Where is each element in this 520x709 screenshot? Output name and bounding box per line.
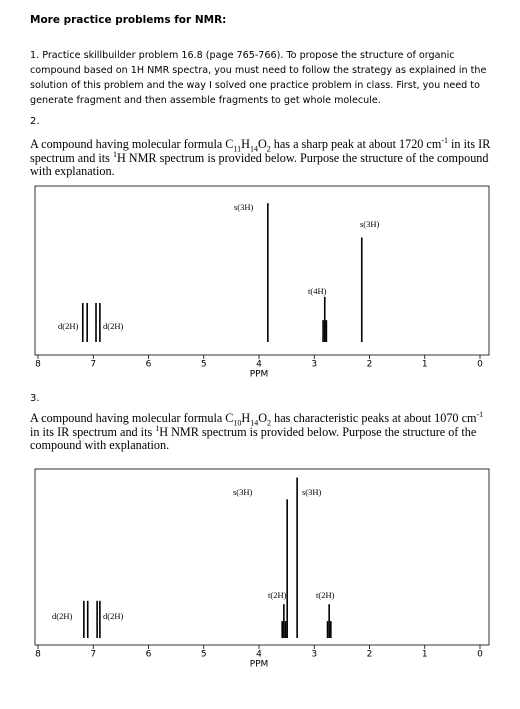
x-tick-label: 0 [477, 650, 483, 660]
x-tick-label: 0 [477, 360, 483, 370]
x-axis-label: PPM [250, 660, 269, 670]
peak-label: d(2H) [103, 321, 123, 331]
peak-label: t(2H) [268, 590, 287, 600]
text-segment: O [257, 137, 267, 151]
peak-label: t(4H) [308, 286, 327, 296]
text-segment: -1 [441, 135, 448, 145]
problem-text: A compound having molecular formula C11H… [30, 135, 492, 179]
text-segment: A compound having molecular formula C [30, 137, 234, 151]
text-segment: 1 [155, 423, 160, 433]
text-segment: H NMR spectrum is provided below. Purpos… [30, 150, 489, 179]
x-tick-label: 4 [256, 650, 262, 660]
plot-frame [34, 468, 490, 646]
problem-number: 2. [30, 116, 40, 127]
peak-label: s(3H) [302, 487, 322, 497]
peak-label: s(3H) [360, 219, 380, 229]
text-segment: 2 [267, 418, 272, 428]
x-tick-label: 5 [201, 360, 207, 370]
text-segment: H [241, 137, 250, 151]
peak-label: d(2H) [58, 321, 78, 331]
text-segment: H [241, 411, 251, 425]
x-tick-label: 4 [256, 360, 262, 370]
text-segment: -1 [476, 409, 484, 419]
x-tick-label: 7 [90, 650, 96, 660]
page-title: More practice problems for NMR: [30, 14, 227, 26]
peak-label: d(2H) [52, 611, 72, 621]
plot-frame [34, 185, 490, 356]
x-tick-label: 5 [201, 650, 207, 660]
text-segment: H NMR spectrum is provided below. Purpos… [30, 424, 477, 453]
text-segment: O [258, 411, 268, 425]
text-segment: in its IR spectrum and its [30, 137, 491, 165]
x-tick-label: 7 [90, 360, 96, 370]
peak-label: t(2H) [316, 590, 335, 600]
text-segment: 11 [233, 144, 242, 154]
x-tick-label: 3 [311, 650, 317, 660]
text-segment: 2 [266, 144, 271, 154]
x-tick-label: 8 [35, 360, 41, 370]
x-tick-label: 1 [422, 650, 428, 660]
nmr-spectrum: 8 7 6 5 4 3 2 1 0 PPM d(2H) d(2H) s(3H) s(3H) t(2H) t(2… [34, 468, 490, 670]
peak-label: s(3H) [234, 202, 254, 212]
x-tick-label: 6 [146, 360, 152, 370]
x-tick-label: 2 [367, 650, 373, 660]
text-segment: 10 [233, 418, 242, 428]
peak-label: d(2H) [103, 611, 123, 621]
x-tick-label: 1 [422, 360, 428, 370]
text-segment: A compound having molecular formula C [30, 411, 234, 425]
text-segment: 14 [250, 418, 259, 428]
problem-number: 3. [30, 393, 40, 404]
peak-label: s(3H) [233, 487, 253, 497]
text-segment: 14 [249, 144, 258, 154]
problem-text: A compound having molecular formula C10H… [30, 409, 492, 453]
x-axis-label: PPM [250, 370, 269, 380]
nmr-spectrum: 8 7 6 5 4 3 2 1 0 PPM d(2H) d(2H) s(3H) t(4H) s(3H) [34, 185, 490, 380]
text-segment: 1 [112, 149, 117, 159]
text-segment: has a sharp peak at about 1720 cm [270, 137, 442, 151]
problem-text: 1. Practice skillbuilder problem 16.8 (p… [30, 50, 487, 106]
text-segment: in its IR spectrum and its [30, 424, 156, 439]
x-tick-label: 8 [35, 650, 41, 660]
x-tick-label: 6 [146, 650, 152, 660]
x-tick-label: 2 [367, 360, 373, 370]
x-tick-label: 3 [311, 360, 317, 370]
text-segment: has characteristic peaks at about 1070 c… [271, 411, 477, 425]
